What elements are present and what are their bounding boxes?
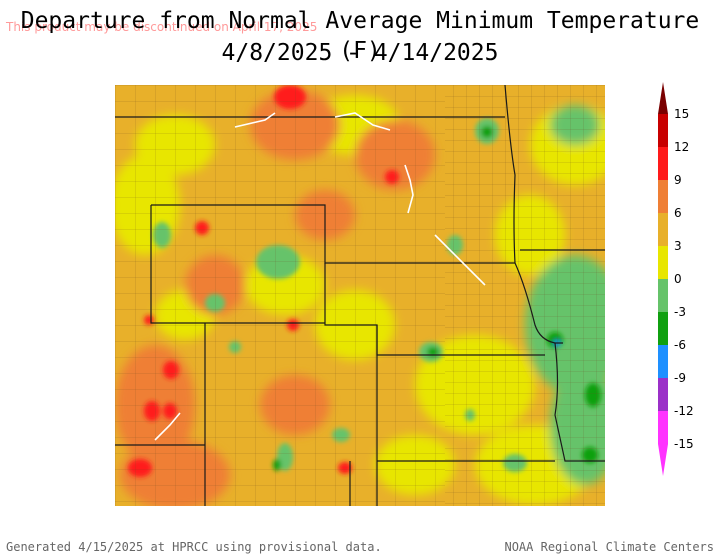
- legend-swatch: [658, 213, 668, 246]
- legend-tick-label: 0: [674, 272, 682, 286]
- map-title: Departure from Normal Average Minimum Te…: [20, 8, 700, 64]
- map-date-range: 4/8/2025 - 4/14/2025: [221, 40, 499, 66]
- legend-tick-label: 9: [674, 173, 682, 187]
- legend-tick-label: 6: [674, 206, 682, 220]
- legend-tick-label: -12: [674, 404, 694, 418]
- legend-tick-label: -3: [674, 305, 686, 319]
- water-features: [154, 112, 486, 441]
- generation-note: Generated 4/15/2025 at HPRCC using provi…: [6, 540, 382, 554]
- legend-tick-label: -15: [674, 437, 694, 451]
- legend-swatch: [658, 411, 668, 444]
- legend-swatch: [658, 312, 668, 345]
- legend-arrow-bottom: [658, 444, 668, 476]
- legend-swatch: [658, 345, 668, 378]
- color-scale-legend: 15 12 9 6 3 0 -3 -6 -9 -12 -15: [658, 82, 694, 476]
- temperature-departure-map: [115, 85, 605, 506]
- legend-tick-label: 12: [674, 140, 689, 154]
- legend-tick-label: -6: [674, 338, 686, 352]
- legend-swatch: [658, 246, 668, 279]
- legend-tick-label: -9: [674, 371, 686, 385]
- legend-swatch: [658, 180, 668, 213]
- legend-swatch: [658, 147, 668, 180]
- legend-swatch: [658, 378, 668, 411]
- legend-tick-label: 15: [674, 107, 689, 121]
- legend-tick-label: 3: [674, 239, 682, 253]
- legend-swatch: [658, 279, 668, 312]
- legend-arrow-top: [658, 82, 668, 114]
- legend-swatch: [658, 114, 668, 147]
- source-credit: NOAA Regional Climate Centers: [504, 540, 714, 554]
- discontinued-watermark: This product may be discontinued on Apri…: [6, 20, 318, 34]
- state-boundaries: [115, 85, 605, 506]
